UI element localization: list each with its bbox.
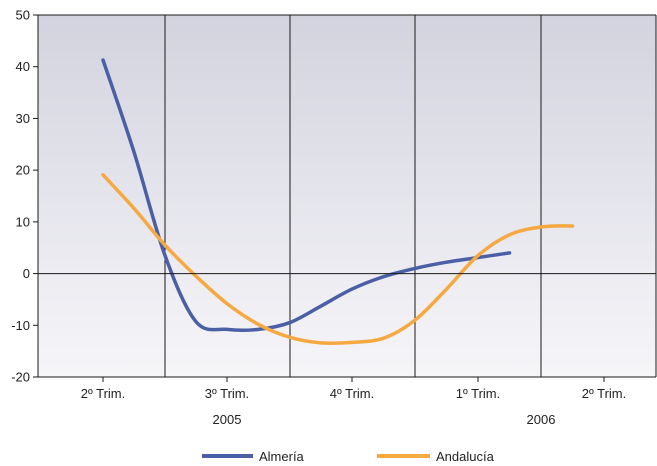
year-label: 2006 xyxy=(527,412,556,427)
y-tick-label: 20 xyxy=(16,163,30,178)
legend-label-andalucía: Andalucía xyxy=(436,449,495,464)
axis-labels: -20 -10 0 10 20 30 40 50 2º Trim. 3º Trim. 4º Trim… xyxy=(11,8,626,428)
axes xyxy=(33,14,657,382)
y-tick-label: 40 xyxy=(16,59,30,74)
x-tick-label: 3º Trim. xyxy=(205,386,249,401)
series-line-almería xyxy=(101,58,512,333)
year-label: 2005 xyxy=(213,412,242,427)
y-tick-label: 50 xyxy=(16,8,30,23)
legend-label-almería: Almería xyxy=(259,449,305,464)
grid-lines xyxy=(164,15,542,377)
plot-area xyxy=(38,15,656,377)
legend: Almería Andalucía xyxy=(202,449,495,464)
x-tick-label: 4º Trim. xyxy=(330,386,374,401)
y-tick-label: 30 xyxy=(16,111,30,126)
series-line-andalucía xyxy=(101,173,575,346)
y-tick-label: 10 xyxy=(16,214,30,229)
x-tick-label: 1º Trim. xyxy=(456,386,500,401)
y-tick-label: 0 xyxy=(23,266,30,281)
series-layer xyxy=(101,58,575,346)
y-tick-label: -20 xyxy=(11,370,30,385)
x-tick-label: 2º Trim. xyxy=(582,386,626,401)
y-tick-label: -10 xyxy=(11,318,30,333)
x-tick-label: 2º Trim. xyxy=(81,386,125,401)
